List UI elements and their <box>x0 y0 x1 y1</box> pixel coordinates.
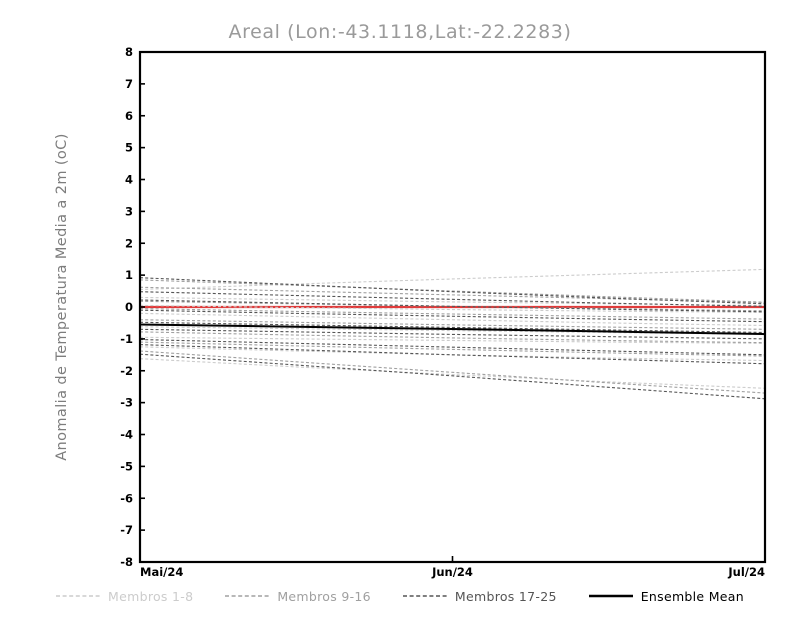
y-tick-label: -3 <box>120 396 133 410</box>
y-tick-label: -5 <box>120 459 133 473</box>
y-tick-label: -8 <box>120 555 133 569</box>
member-line <box>140 344 765 365</box>
member-line <box>140 279 765 303</box>
member-line <box>140 353 765 400</box>
member-line <box>140 309 765 323</box>
y-tick-label: 5 <box>125 141 133 155</box>
y-tick-label: 0 <box>125 300 133 314</box>
y-tick-label: 6 <box>125 109 133 123</box>
chart-title: Areal (Lon:-43.1118,Lat:-22.2283) <box>228 21 572 43</box>
member-line <box>140 321 765 334</box>
member-line <box>140 312 765 327</box>
legend-swatch <box>402 595 447 597</box>
member-line <box>140 338 765 356</box>
member-line <box>140 319 765 330</box>
ensemble-mean-line <box>140 323 765 336</box>
legend-swatch <box>588 594 633 598</box>
legend-swatch <box>225 595 270 597</box>
member-line <box>140 299 765 313</box>
x-tick-label: Jul/24 <box>727 565 765 579</box>
y-tick-label: -7 <box>120 523 133 537</box>
member-line <box>140 350 765 394</box>
legend-label: Membros 9-16 <box>277 588 371 604</box>
y-tick-label: 7 <box>125 77 133 91</box>
y-tick-label: 8 <box>125 45 133 59</box>
legend-item: Membros 1-8 <box>56 589 193 604</box>
x-tick-label: Mai/24 <box>140 565 183 579</box>
legend-label: Ensemble Mean <box>640 588 744 604</box>
y-tick-label: -4 <box>120 428 133 442</box>
y-tick-label: -6 <box>120 491 133 505</box>
y-tick-label: -1 <box>120 332 133 346</box>
legend-label: Membros 17-25 <box>454 588 557 604</box>
legend-item: Membros 9-16 <box>225 589 371 604</box>
member-line <box>140 336 765 344</box>
x-tick-label: Jun/24 <box>431 565 473 579</box>
y-tick-label: 1 <box>125 268 133 282</box>
y-tick-label: 2 <box>125 236 133 250</box>
member-line <box>140 358 765 389</box>
member-line <box>140 268 765 291</box>
chart-legend: Membros 1-8 Membros 9-16 Membros 17-25 Ense… <box>0 586 800 606</box>
y-tick-label: 3 <box>125 204 133 218</box>
legend-item: Membros 17-25 <box>402 588 557 604</box>
member-line <box>140 341 765 357</box>
legend-swatch <box>56 595 101 597</box>
member-line <box>140 328 765 340</box>
member-line <box>140 291 765 307</box>
legend-label: Membros 1-8 <box>108 588 194 604</box>
y-tick-label: 4 <box>125 173 133 187</box>
member-line <box>140 304 765 313</box>
member-line <box>140 308 765 320</box>
y-tick-label: -2 <box>120 364 133 378</box>
member-line <box>140 277 765 305</box>
member-line <box>140 331 765 344</box>
legend-item: Ensemble Mean <box>588 588 744 604</box>
